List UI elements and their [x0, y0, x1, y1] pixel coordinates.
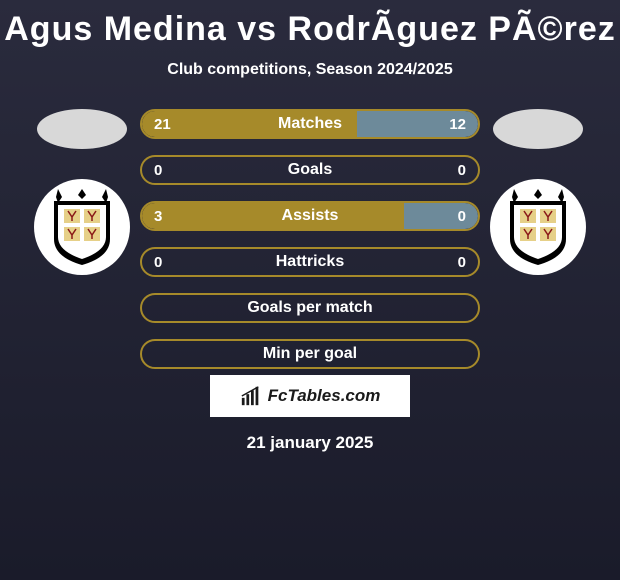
- stat-fill-left: [142, 203, 404, 229]
- page-title: Agus Medina vs RodrÃ­guez PÃ©rez: [0, 10, 620, 49]
- stat-row: Min per goal: [140, 339, 480, 369]
- stat-value-left: 0: [154, 254, 162, 271]
- albacete-badge-icon: [50, 189, 114, 265]
- player-left-avatar: [37, 109, 127, 149]
- player-right-column: [488, 109, 588, 275]
- stat-row: 21 Matches 12: [140, 109, 480, 139]
- subtitle: Club competitions, Season 2024/2025: [0, 61, 620, 79]
- stat-label: Goals: [288, 161, 332, 179]
- player-right-club-badge: [490, 179, 586, 275]
- comparison-card: Agus Medina vs RodrÃ­guez PÃ©rez Club co…: [0, 0, 620, 453]
- footer: FcTables.com 21 january 2025: [0, 375, 620, 453]
- date-text: 21 january 2025: [247, 433, 374, 453]
- stat-value-left: 21: [154, 116, 171, 133]
- stat-label: Goals per match: [247, 299, 372, 317]
- fctables-logo-icon: [240, 385, 262, 407]
- player-left-club-badge: [34, 179, 130, 275]
- stat-row: 0 Goals 0: [140, 155, 480, 185]
- stat-row: 0 Hattricks 0: [140, 247, 480, 277]
- stat-value-right: 0: [458, 162, 466, 179]
- stats-column: 21 Matches 12 0 Goals 0 3 Assists 0 0 Hattricks 0 Go…: [140, 109, 480, 369]
- brand-text: FcTables.com: [268, 386, 381, 406]
- stat-fill-right: [404, 203, 478, 229]
- stat-value-right: 0: [458, 208, 466, 225]
- albacete-badge-icon: [506, 189, 570, 265]
- stat-row: Goals per match: [140, 293, 480, 323]
- stat-value-right: 0: [458, 254, 466, 271]
- stat-value-left: 3: [154, 208, 162, 225]
- player-left-column: [32, 109, 132, 275]
- stat-label: Matches: [278, 115, 342, 133]
- stat-label: Assists: [282, 207, 339, 225]
- stat-value-right: 12: [449, 116, 466, 133]
- stat-row: 3 Assists 0: [140, 201, 480, 231]
- brand-box: FcTables.com: [210, 375, 410, 417]
- stat-label: Min per goal: [263, 345, 357, 363]
- main-area: 21 Matches 12 0 Goals 0 3 Assists 0 0 Hattricks 0 Go…: [0, 109, 620, 369]
- stat-value-left: 0: [154, 162, 162, 179]
- player-right-avatar: [493, 109, 583, 149]
- stat-label: Hattricks: [276, 253, 344, 271]
